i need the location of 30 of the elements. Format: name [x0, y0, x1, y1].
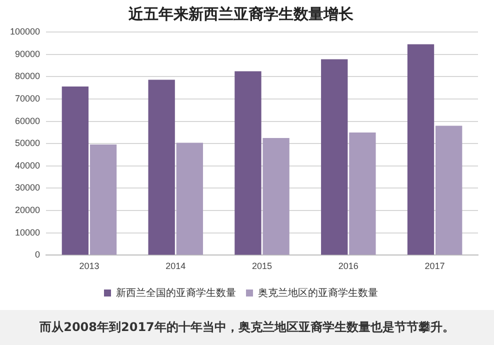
- y-tick-label: 20000: [15, 205, 40, 216]
- x-tick-label: 2014: [166, 261, 186, 272]
- legend-label: 新西兰全国的亚裔学生数量: [116, 286, 236, 299]
- x-tick-label: 2016: [338, 261, 358, 272]
- chart-title: 近五年来新西兰亚裔学生数量增长: [128, 4, 354, 23]
- bar: [349, 132, 376, 255]
- bar: [90, 144, 117, 255]
- y-tick-label: 70000: [15, 93, 40, 104]
- y-tick-label: 100000: [10, 26, 40, 36]
- x-tick-label: 2017: [424, 261, 445, 272]
- bar: [407, 44, 434, 255]
- y-tick-label: 80000: [15, 71, 40, 82]
- legend-label: 奥克兰地区的亚裔学生数量: [258, 286, 378, 299]
- y-tick-label: 0: [35, 250, 40, 260]
- bar: [321, 59, 348, 255]
- x-tick-label: 2015: [252, 261, 272, 272]
- y-tick-label: 40000: [15, 160, 40, 170]
- text: 而从2008年到2017年的十年当中，奥克兰地区亚裔学生数量也是节节攀升。: [0, 310, 494, 345]
- bar: [148, 80, 175, 255]
- y-tick-label: 90000: [15, 48, 40, 59]
- bar: [262, 138, 290, 255]
- bar: [62, 86, 89, 255]
- bar: [436, 126, 462, 255]
- y-tick-label: 10000: [15, 227, 40, 238]
- bar: [234, 71, 262, 255]
- bar: [176, 142, 203, 255]
- x-tick-label: 2013: [79, 261, 100, 272]
- y-tick-label: 60000: [15, 116, 40, 126]
- y-tick-label: 30000: [15, 182, 40, 193]
- y-tick-label: 50000: [15, 138, 40, 148]
